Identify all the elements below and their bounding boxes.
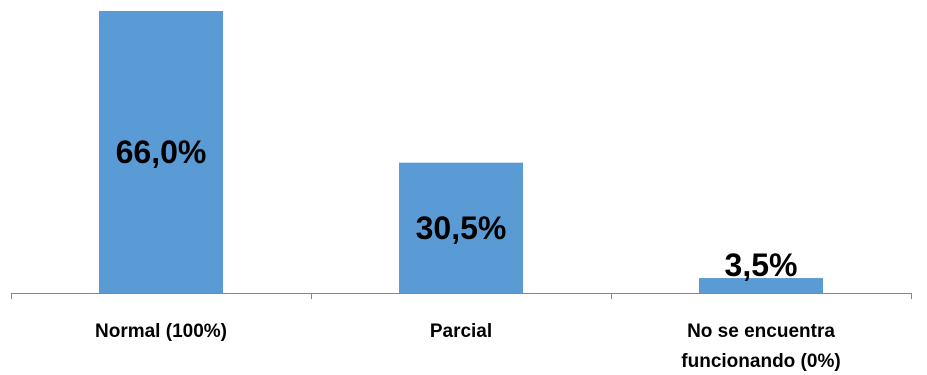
category-label-2-line-0: No se encuentra bbox=[687, 321, 835, 342]
bar-2 bbox=[699, 278, 823, 293]
category-label-1: Parcial bbox=[430, 321, 492, 342]
category-labels-group: Normal (100%) Parcial No se encuentra funci… bbox=[95, 321, 841, 372]
category-label-0: Normal (100%) bbox=[95, 321, 227, 342]
data-label-2: 3,5% bbox=[725, 247, 798, 283]
category-label-2-line-1: funcionando (0%) bbox=[681, 351, 840, 372]
data-label-0: 66,0% bbox=[116, 134, 207, 170]
x-axis bbox=[11, 293, 912, 299]
data-labels-group: 66,0% 30,5% 3,5% bbox=[116, 134, 798, 283]
bar-0 bbox=[99, 11, 223, 293]
bar-1 bbox=[399, 162, 523, 293]
data-label-1: 30,5% bbox=[416, 210, 507, 246]
bars-group bbox=[99, 11, 823, 293]
